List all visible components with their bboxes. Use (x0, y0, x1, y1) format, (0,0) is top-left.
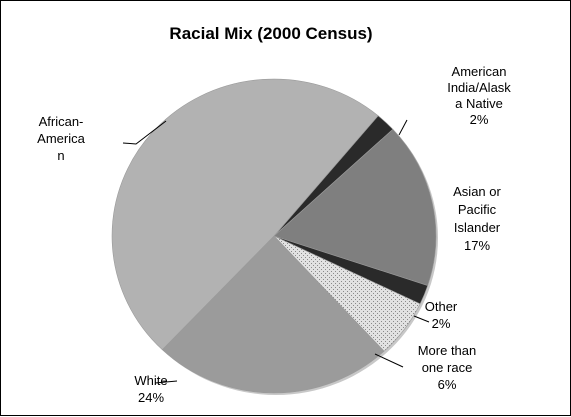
chart-title: Racial Mix (2000 Census) (169, 24, 372, 43)
slice-label: Other 2% (425, 299, 458, 331)
slice-label-line: White (134, 373, 167, 388)
pie-slice-white (161, 235, 385, 394)
slice-label: African- America n (37, 114, 85, 163)
slice-label-line: 24% (138, 390, 164, 405)
slice-labels: American India/Alask a Native 2%Asian or Pac… (37, 64, 511, 405)
slice-label-line: America (37, 131, 85, 146)
slice-label-line: n (57, 148, 64, 163)
slice-label-line: 2% (432, 316, 451, 331)
slice-label-line: 17% (464, 238, 490, 253)
leader-line (122, 120, 167, 145)
slice-label-line: African- (39, 114, 84, 129)
slice-label-line: Asian or (453, 184, 501, 199)
leader-line (154, 380, 178, 384)
leader-line (398, 119, 408, 136)
slice-label-line: Pacific (458, 202, 497, 217)
slice-label: White 24% (134, 373, 167, 405)
leader-line (413, 315, 430, 323)
slice-label-line: American (452, 64, 507, 79)
slice-label-line: one race (422, 360, 473, 375)
slice-label-line: Islander (454, 220, 501, 235)
leader-lines (122, 119, 430, 384)
slice-label-line: More than (418, 343, 477, 358)
slice-label-line: India/Alask (447, 80, 511, 95)
slice-label-line: 6% (438, 377, 457, 392)
slice-label-line: 2% (470, 112, 489, 127)
slice-label-line: a Native (455, 96, 503, 111)
slice-label: More than one race 6% (418, 343, 477, 392)
leader-line (374, 353, 404, 368)
slice-label-line: Other (425, 299, 458, 314)
pie-slice-asian-or-pacific-islander (273, 128, 437, 286)
slice-label: Asian or Pacific Islander 17% (453, 184, 501, 253)
pie-slices (111, 78, 438, 395)
slice-label: American India/Alask a Native 2% (447, 64, 511, 127)
